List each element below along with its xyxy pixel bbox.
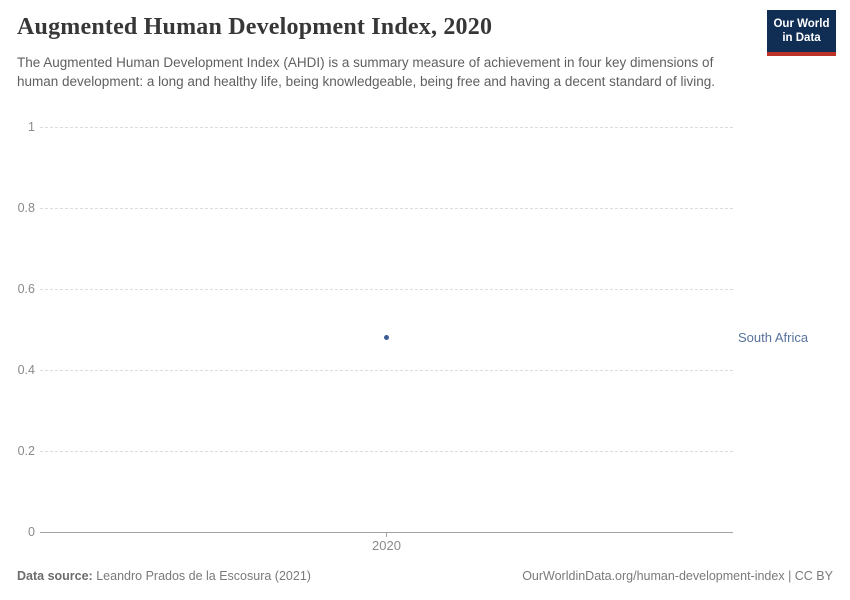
y-tick-label: 0.8	[17, 201, 35, 215]
owid-logo-line1: Our World	[773, 17, 830, 30]
gridline-0.4	[40, 370, 733, 371]
series-label-south-africa[interactable]: South Africa	[738, 330, 809, 345]
x-tick-mark	[386, 532, 387, 537]
page-title: Augmented Human Development Index, 2020	[17, 14, 493, 40]
data-source-label: Data source:	[17, 569, 93, 583]
y-tick-label: 0	[28, 525, 35, 539]
data-point-south-africa[interactable]	[384, 335, 389, 340]
y-tick-label: 0.4	[17, 363, 35, 377]
gridline-0.8	[40, 208, 733, 209]
y-tick-label: 1	[28, 120, 35, 134]
owid-logo-line2: in Data	[782, 32, 821, 44]
data-source[interactable]: Data source: Leandro Prados de la Escosu…	[17, 569, 311, 583]
y-tick-label: 0.6	[17, 282, 35, 296]
x-tick-label: 2020	[372, 538, 401, 553]
chart-subtitle: The Augmented Human Development Index (A…	[17, 55, 715, 90]
data-source-value: Leandro Prados de la Escosura (2021)	[96, 569, 311, 583]
y-tick-label: 0.2	[17, 444, 35, 458]
gridline-1.0	[40, 127, 733, 128]
gridline-0.2	[40, 451, 733, 452]
owid-logo: Our World in Data	[767, 10, 836, 56]
footer-link[interactable]: OurWorldinData.org/human-development-ind…	[522, 569, 833, 583]
gridline-0.6	[40, 289, 733, 290]
